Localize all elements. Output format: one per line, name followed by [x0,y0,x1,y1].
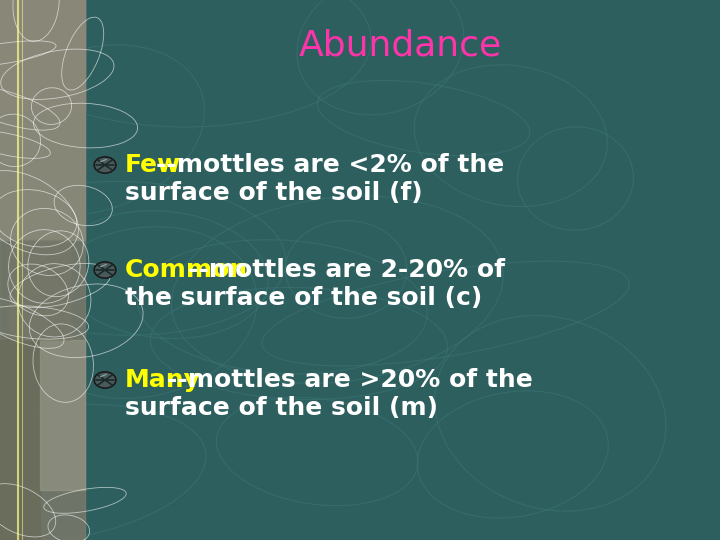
Ellipse shape [96,373,114,387]
Bar [0,0,85,240]
Ellipse shape [94,262,116,278]
Text: Few: Few [125,153,181,177]
Ellipse shape [94,372,116,388]
Text: Common: Common [125,258,248,282]
Ellipse shape [96,158,114,172]
Text: Abundance: Abundance [298,28,502,62]
Bar [40,340,85,490]
Text: surface of the soil (m): surface of the soil (m) [125,396,438,420]
Text: --mottles are <2% of the: --mottles are <2% of the [156,153,505,177]
Text: Many: Many [125,368,201,392]
Text: the surface of the soil (c): the surface of the soil (c) [125,286,482,310]
Text: surface of the soil (f): surface of the soil (f) [125,181,423,205]
Bar [10,240,70,340]
Text: --mottles are >20% of the: --mottles are >20% of the [167,368,533,392]
Ellipse shape [96,264,114,276]
Bar [0,0,85,540]
Bar [0,0,85,110]
Bar [0,340,40,540]
Ellipse shape [94,157,116,173]
Text: --mottles are 2-20% of: --mottles are 2-20% of [188,258,505,282]
